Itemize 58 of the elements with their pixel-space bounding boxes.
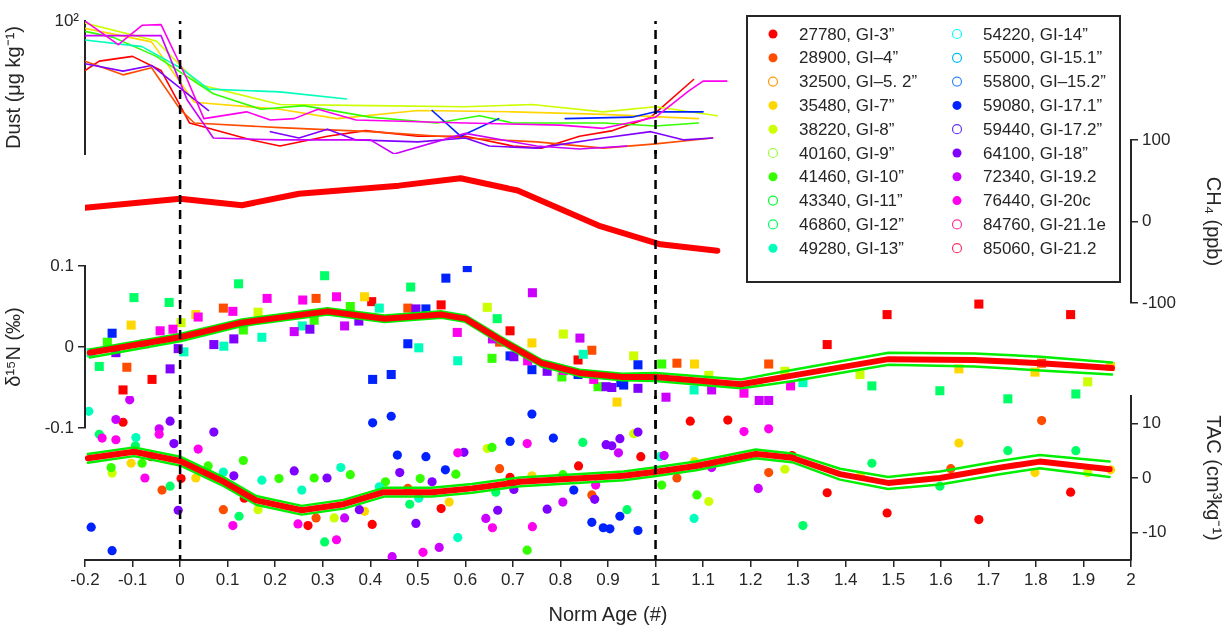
legend-label: 54220, GI-14”: [983, 24, 1089, 44]
x-tick-label: 0.3: [310, 569, 335, 589]
y2-tick-label: 0: [1142, 467, 1152, 487]
y2-tick-label: 100: [1142, 129, 1171, 149]
legend-label: 27780, GI-3”: [799, 24, 895, 44]
x-tick-label: 0.5: [406, 569, 430, 589]
legend-label: 59440, GI-17.2”: [983, 119, 1103, 139]
y2-tick-label: -100: [1142, 292, 1177, 312]
x-tick-label: 1.6: [929, 569, 953, 589]
x-tick-label: 0.2: [263, 569, 287, 589]
x-tick-label: 1.8: [1024, 569, 1048, 589]
y-tick-label: 0: [64, 336, 74, 356]
legend-label: 43340, GI-11”: [799, 191, 903, 211]
legend-label: 49280, GI-13”: [799, 238, 905, 258]
y2-tick-label: 10: [1142, 413, 1161, 433]
legend-label: 40160, GI-9”: [799, 143, 895, 163]
y-tick-label: 0.1: [50, 255, 74, 275]
x-tick-label: 0.1: [215, 569, 240, 589]
y2-axis-title: CH₄ (ppb): [1203, 176, 1226, 267]
legend-label: 84760, GI-21.1e: [983, 215, 1106, 235]
x-tick-label: 1.5: [881, 569, 906, 589]
legend-label: 28900, GI–4”: [799, 48, 899, 68]
x-tick-label: 0: [175, 569, 185, 589]
legend-label: 85060, GI-21.2: [983, 238, 1097, 258]
x-axis-title: Norm Age (#): [548, 602, 668, 625]
legend-label: 72340, GI-19.2: [983, 167, 1097, 187]
x-tick-label: 2: [1126, 569, 1136, 589]
x-tick-label: 1.9: [1071, 569, 1096, 589]
legend-label: 55800, GI–15.2”: [983, 72, 1107, 92]
legend-label: 35480, GI-7”: [799, 96, 895, 116]
x-tick-label: 1: [650, 569, 661, 589]
legend-label: 64100, GI-18”: [983, 143, 1089, 163]
x-tick-label: 1.3: [786, 569, 810, 589]
x-tick-label: 1.7: [976, 569, 1001, 589]
x-tick-label: 1.1: [691, 569, 715, 589]
y2-tick-label: -10: [1142, 522, 1167, 542]
x-tick-label: 0.4: [358, 569, 383, 589]
legend-label: 38220, GI-8”: [799, 119, 895, 139]
x-tick-label: 0.9: [596, 569, 620, 589]
text: 10²: [54, 10, 80, 30]
legend-label: 76440, GI-20c: [983, 191, 1092, 211]
legend-label: 46860, GI-12”: [799, 215, 905, 235]
x-tick-label: 1.4: [833, 569, 858, 589]
x-tick-label: 0.8: [548, 569, 573, 589]
legend-label: 32500, GI–5. 2”: [799, 72, 918, 92]
legend-label: 41460, GI-10”: [799, 167, 905, 187]
y2-axis-title: TAC (cm³kg⁻¹): [1203, 415, 1226, 541]
x-tick-label: 1.2: [738, 569, 763, 589]
y-tick-label: -0.1: [44, 417, 74, 437]
x-tick-label: -0.1: [117, 569, 148, 589]
legend-label: 55000, GI-15.1”: [983, 48, 1103, 68]
legend-label: 59080, GI-17.1”: [983, 96, 1103, 116]
y2-tick-label: 0: [1142, 211, 1152, 231]
x-tick-label: 0.7: [501, 569, 525, 589]
y-axis-title: Dust (μg kg⁻¹): [1, 26, 24, 149]
x-tick-label: -0.2: [70, 569, 100, 589]
y-axis-title: δ¹⁵N (‰): [1, 307, 24, 387]
x-tick-label: 0.6: [453, 569, 478, 589]
